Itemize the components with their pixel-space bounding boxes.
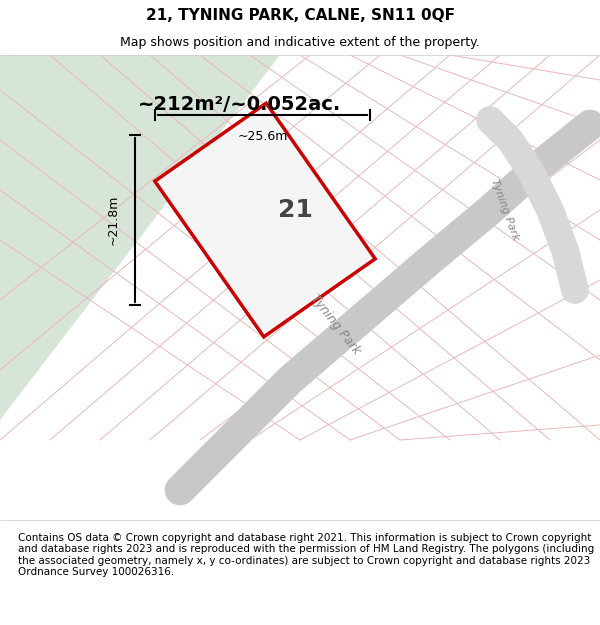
Polygon shape: [0, 55, 95, 320]
Text: 21: 21: [278, 198, 313, 222]
Text: 21, TYNING PARK, CALNE, SN11 0QF: 21, TYNING PARK, CALNE, SN11 0QF: [146, 8, 455, 23]
Polygon shape: [0, 55, 280, 420]
Text: ~25.6m: ~25.6m: [238, 130, 287, 143]
Text: Contains OS data © Crown copyright and database right 2021. This information is : Contains OS data © Crown copyright and d…: [18, 532, 594, 578]
Polygon shape: [155, 103, 375, 337]
Text: ~212m²/~0.052ac.: ~212m²/~0.052ac.: [139, 96, 341, 114]
Text: Map shows position and indicative extent of the property.: Map shows position and indicative extent…: [120, 36, 480, 49]
Text: Tyning Park: Tyning Park: [489, 177, 521, 242]
Text: ~21.8m: ~21.8m: [107, 195, 120, 245]
Text: Tyning Park: Tyning Park: [308, 292, 362, 357]
